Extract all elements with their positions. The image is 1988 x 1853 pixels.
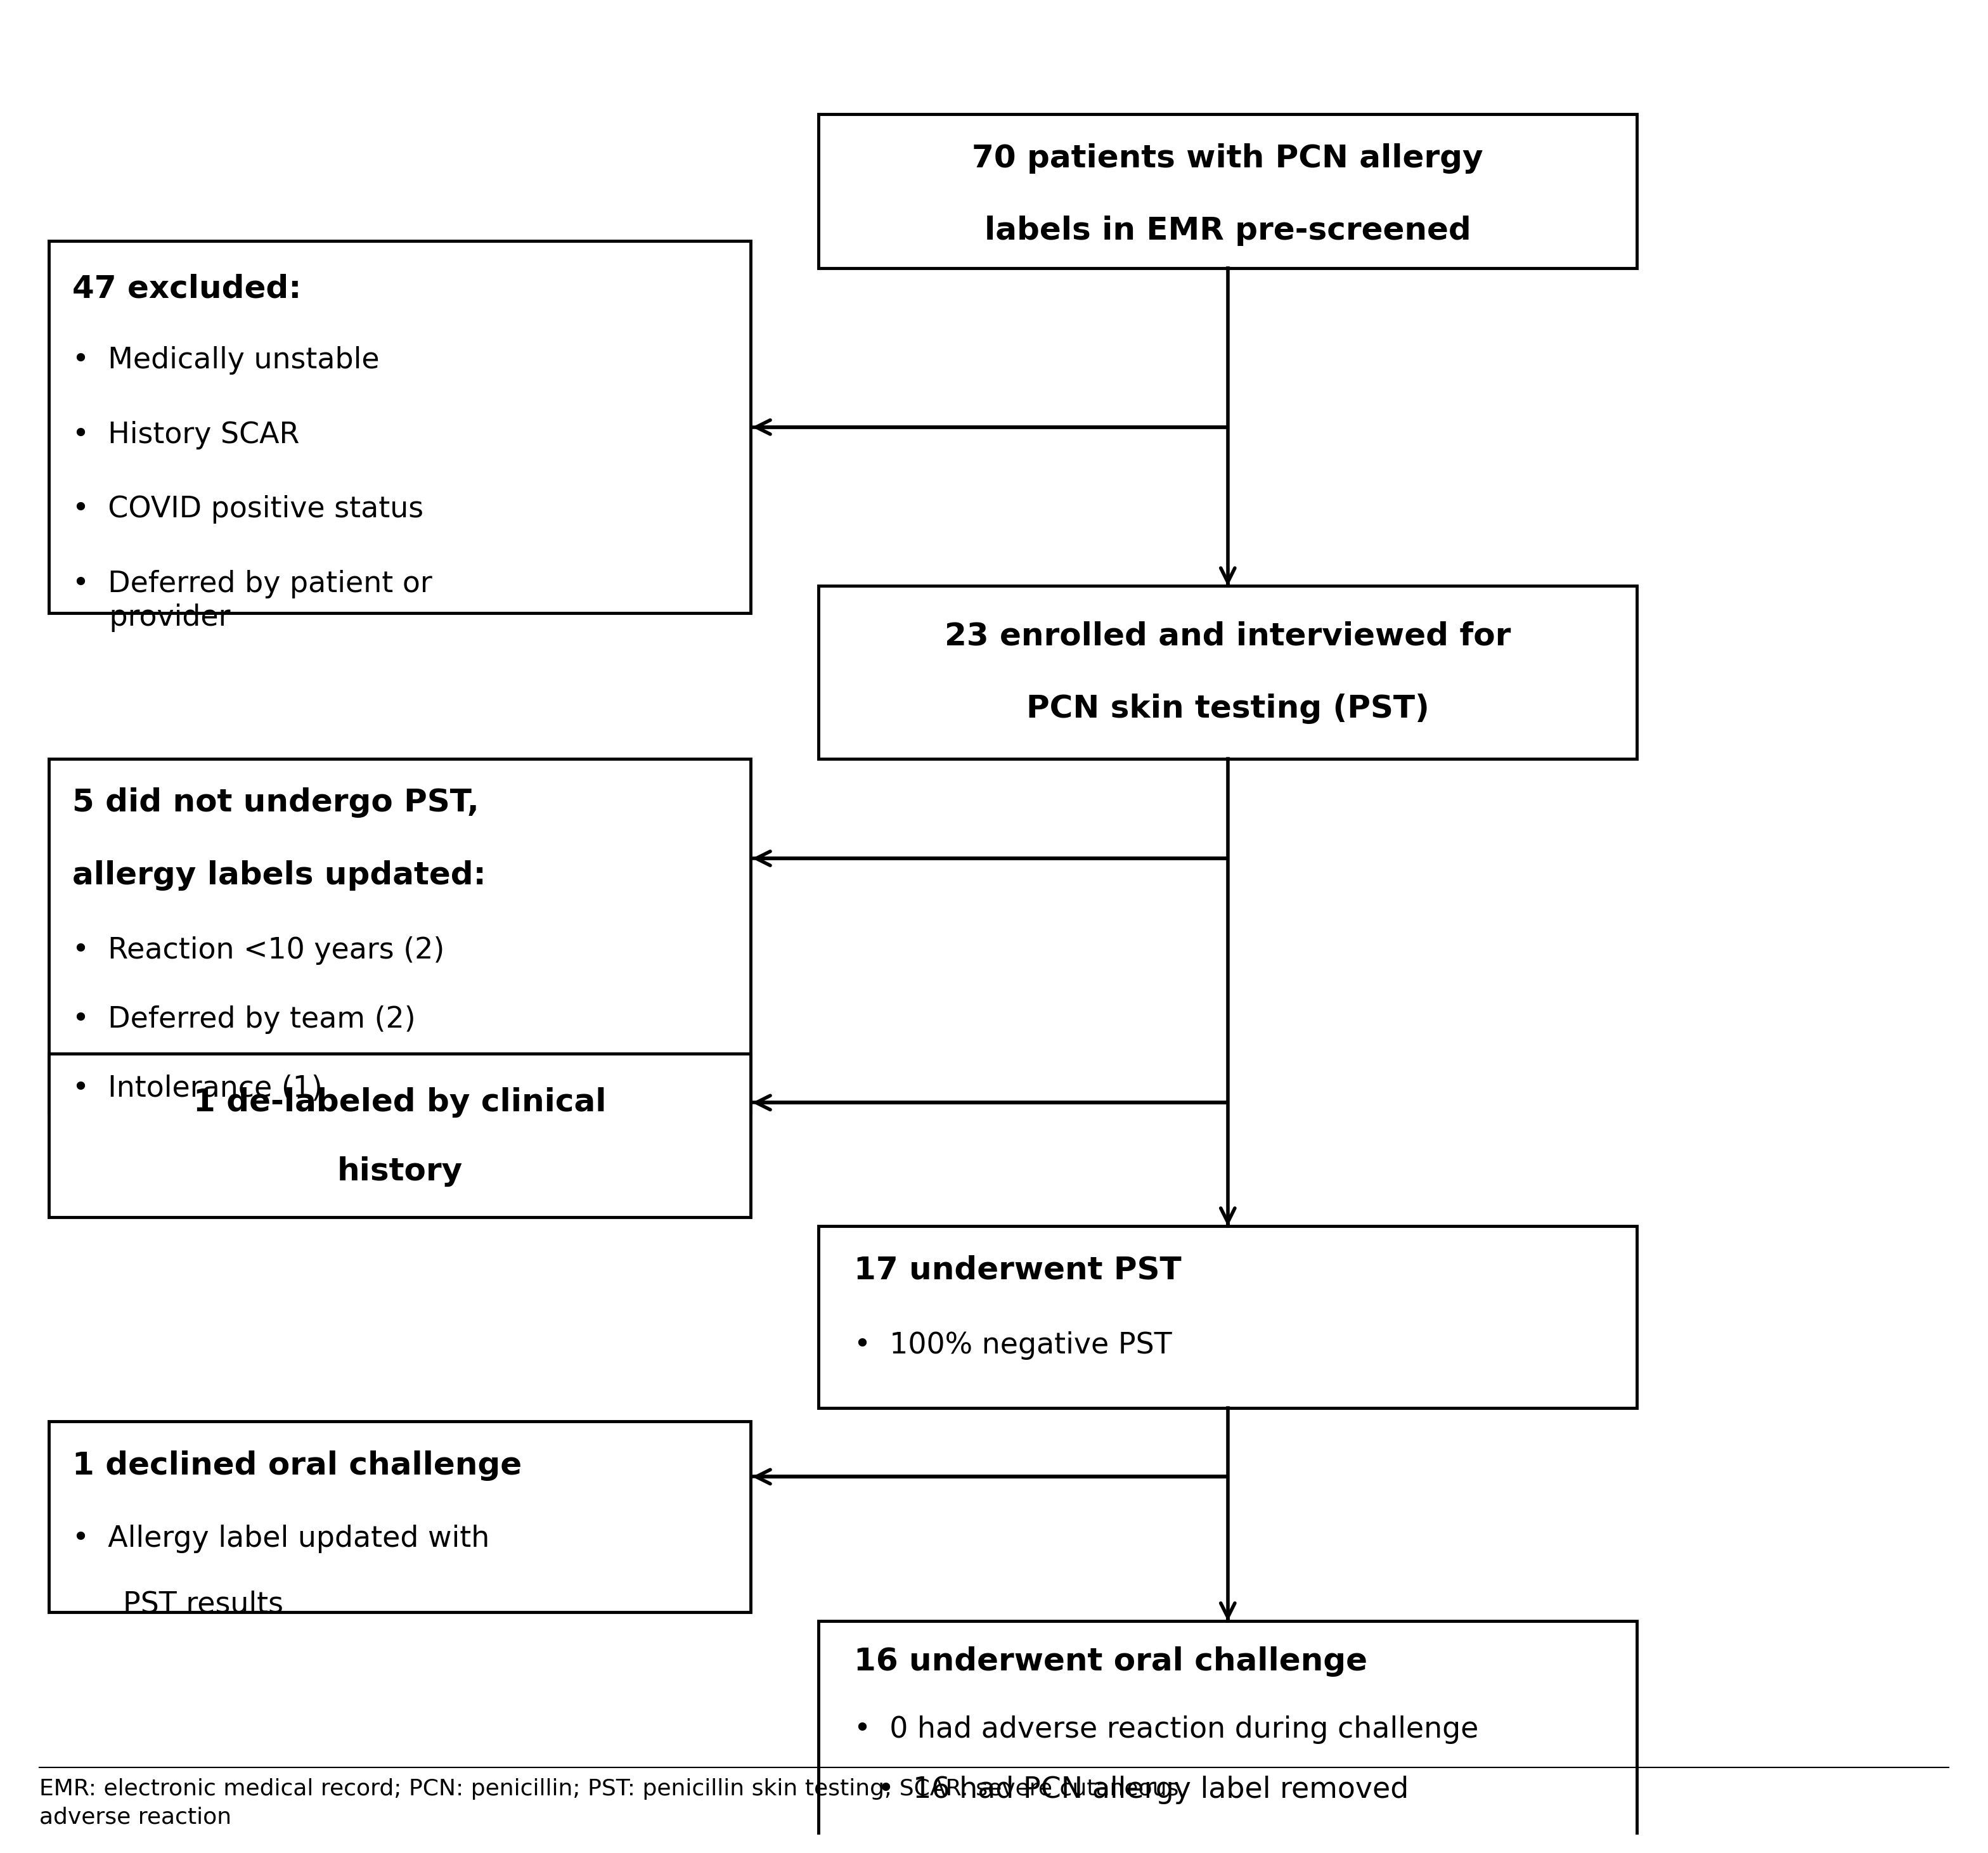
- Text: •  History SCAR: • History SCAR: [72, 421, 300, 448]
- Bar: [819, 586, 1636, 758]
- Text: •  Allergy label updated with: • Allergy label updated with: [72, 1525, 489, 1553]
- Text: •  COVID positive status: • COVID positive status: [72, 495, 423, 524]
- Text: 70 patients with PCN allergy: 70 patients with PCN allergy: [972, 143, 1483, 174]
- Bar: [50, 758, 749, 1112]
- Text: EMR: electronic medical record; PCN: penicillin; PST: penicillin skin testing; S: EMR: electronic medical record; PCN: pen…: [40, 1779, 1179, 1829]
- Bar: [50, 1421, 749, 1612]
- Text: •  Reaction <10 years (2): • Reaction <10 years (2): [72, 936, 445, 965]
- Text: •  Deferred by team (2): • Deferred by team (2): [72, 1006, 415, 1034]
- Text: 47 excluded:: 47 excluded:: [72, 274, 302, 304]
- Text: 1 declined oral challenge: 1 declined oral challenge: [72, 1451, 523, 1481]
- Bar: [819, 1227, 1636, 1408]
- Bar: [50, 1054, 749, 1217]
- Bar: [50, 241, 749, 613]
- Text: 23 enrolled and interviewed for: 23 enrolled and interviewed for: [944, 621, 1511, 650]
- Text: •  Intolerance (1): • Intolerance (1): [72, 1075, 322, 1103]
- Bar: [819, 1621, 1636, 1847]
- Text: allergy labels updated:: allergy labels updated:: [72, 860, 487, 891]
- Text: labels in EMR pre-screened: labels in EMR pre-screened: [984, 215, 1471, 246]
- Text: PST results: PST results: [123, 1590, 284, 1620]
- Text: •  100% negative PST: • 100% negative PST: [853, 1332, 1171, 1360]
- Bar: [819, 113, 1636, 269]
- Text: 16 underwent oral challenge: 16 underwent oral challenge: [853, 1647, 1368, 1677]
- Text: 17 underwent PST: 17 underwent PST: [853, 1254, 1181, 1286]
- Text: •  0 had adverse reaction during challenge: • 0 had adverse reaction during challeng…: [853, 1716, 1479, 1744]
- Text: •  16 had PCN allergy label removed: • 16 had PCN allergy label removed: [877, 1775, 1408, 1805]
- Text: 5 did not undergo PST,: 5 did not undergo PST,: [72, 788, 479, 817]
- Text: PCN skin testing (PST): PCN skin testing (PST): [1026, 693, 1429, 725]
- Text: 1 de-labeled by clinical: 1 de-labeled by clinical: [193, 1088, 606, 1117]
- Text: •  Deferred by patient or
    provider: • Deferred by patient or provider: [72, 569, 433, 632]
- Text: •  Medically unstable: • Medically unstable: [72, 347, 380, 374]
- Text: history: history: [336, 1156, 463, 1188]
